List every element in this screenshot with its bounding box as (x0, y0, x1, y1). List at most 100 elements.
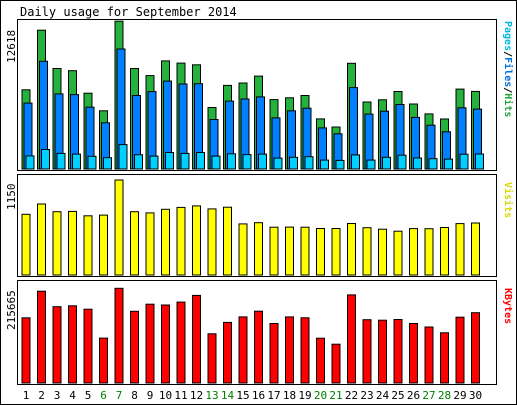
day-label: 29 (453, 389, 466, 402)
day-label: 13 (205, 389, 218, 402)
kbytes-bar (114, 287, 124, 384)
kbytes-bar (393, 319, 403, 384)
kbytes-bar (83, 308, 93, 384)
kbytes-bar (347, 294, 356, 384)
visits-bar (52, 211, 62, 276)
pages-bar (87, 155, 97, 170)
kbytes-bar (316, 337, 325, 384)
visits-bar (99, 214, 108, 276)
kbytes-bar (37, 290, 46, 384)
visits-bar (68, 210, 77, 276)
day-label: 14 (221, 389, 235, 402)
visits-bar (161, 208, 170, 276)
pages-bar (366, 159, 376, 170)
pages-bar (351, 154, 360, 170)
visits-bar (285, 226, 294, 276)
pages-bar (273, 157, 283, 170)
visits-bar (145, 212, 155, 276)
kbytes-bar (440, 332, 449, 384)
day-label: 22 (345, 389, 358, 402)
day-label: 10 (159, 389, 172, 402)
day-label: 30 (469, 389, 482, 402)
kbytes-bar (52, 306, 62, 384)
pages-bar (320, 159, 329, 170)
visits-bar (37, 203, 46, 276)
visits-bar (409, 228, 418, 276)
kbytes-bar (145, 303, 155, 384)
day-label: 8 (131, 389, 138, 402)
pages-bar (165, 152, 174, 170)
visits-bar (83, 215, 93, 276)
pages-bar (134, 154, 143, 170)
day-label: 27 (422, 389, 435, 402)
pages-bar (103, 157, 112, 170)
day-label: 28 (438, 389, 451, 402)
kbytes-bar (424, 326, 434, 384)
visits-bar (347, 223, 356, 276)
pages-bar (289, 156, 298, 170)
pages-bar (56, 152, 66, 170)
visits-bar (130, 211, 139, 276)
kbytes-bar (130, 310, 139, 384)
day-label: 23 (360, 389, 373, 402)
pages-bar (459, 153, 469, 170)
kbytes-bar (300, 317, 310, 384)
kbytes-bar (254, 310, 263, 384)
kbytes-bar (176, 301, 186, 384)
kbytes-bar (68, 305, 77, 384)
visits-bar (192, 205, 201, 276)
visits-bar (300, 226, 310, 276)
pages-bar (211, 155, 221, 170)
kbytes-bar (161, 304, 170, 384)
visits-bar (440, 227, 449, 276)
pages-bar (41, 149, 50, 170)
pages-bar (242, 154, 252, 170)
kbytes-bar (378, 319, 387, 384)
pages-bar (227, 153, 236, 170)
day-label: 24 (376, 389, 390, 402)
day-label: 2 (38, 389, 45, 402)
day-label: 12 (190, 389, 203, 402)
kbytes-bar (409, 323, 418, 384)
day-label: 9 (147, 389, 154, 402)
day-label: 1 (23, 389, 30, 402)
pages-bar (382, 156, 391, 170)
visits-bar (393, 230, 403, 276)
chart-title: Daily usage for September 2014 (20, 5, 237, 19)
visits-bar (176, 206, 186, 276)
day-label: 15 (236, 389, 249, 402)
visits-bar (331, 228, 341, 276)
pages-bar (304, 156, 314, 170)
day-label: 21 (329, 389, 342, 402)
pages-bar (25, 155, 35, 170)
kbytes-bar (238, 316, 248, 384)
kbytes-bar (207, 333, 217, 384)
day-label: 3 (54, 389, 61, 402)
pages-bar (413, 157, 422, 170)
visits-bar (21, 213, 31, 276)
kbytes-bar (21, 317, 31, 384)
day-label: 18 (283, 389, 296, 402)
pages-bar (196, 152, 205, 170)
day-label: 5 (85, 389, 92, 402)
day-label: 11 (174, 389, 187, 402)
pages-bar (444, 158, 453, 170)
pages-bar (397, 154, 407, 170)
kbytes-bar (269, 323, 279, 384)
pages-bar (335, 159, 345, 170)
kbytes-bar (455, 316, 465, 384)
day-label: 16 (252, 389, 265, 402)
pages-bar (258, 153, 267, 170)
day-label: 19 (298, 389, 311, 402)
visits-bar (254, 222, 263, 276)
visits-bar (114, 179, 124, 276)
day-label: 20 (314, 389, 327, 402)
day-label: 17 (267, 389, 280, 402)
kbytes-bar (285, 316, 294, 384)
visits-bar (424, 228, 434, 276)
day-label: 7 (116, 389, 123, 402)
pages-bar (149, 155, 159, 170)
visits-bar (316, 228, 325, 276)
